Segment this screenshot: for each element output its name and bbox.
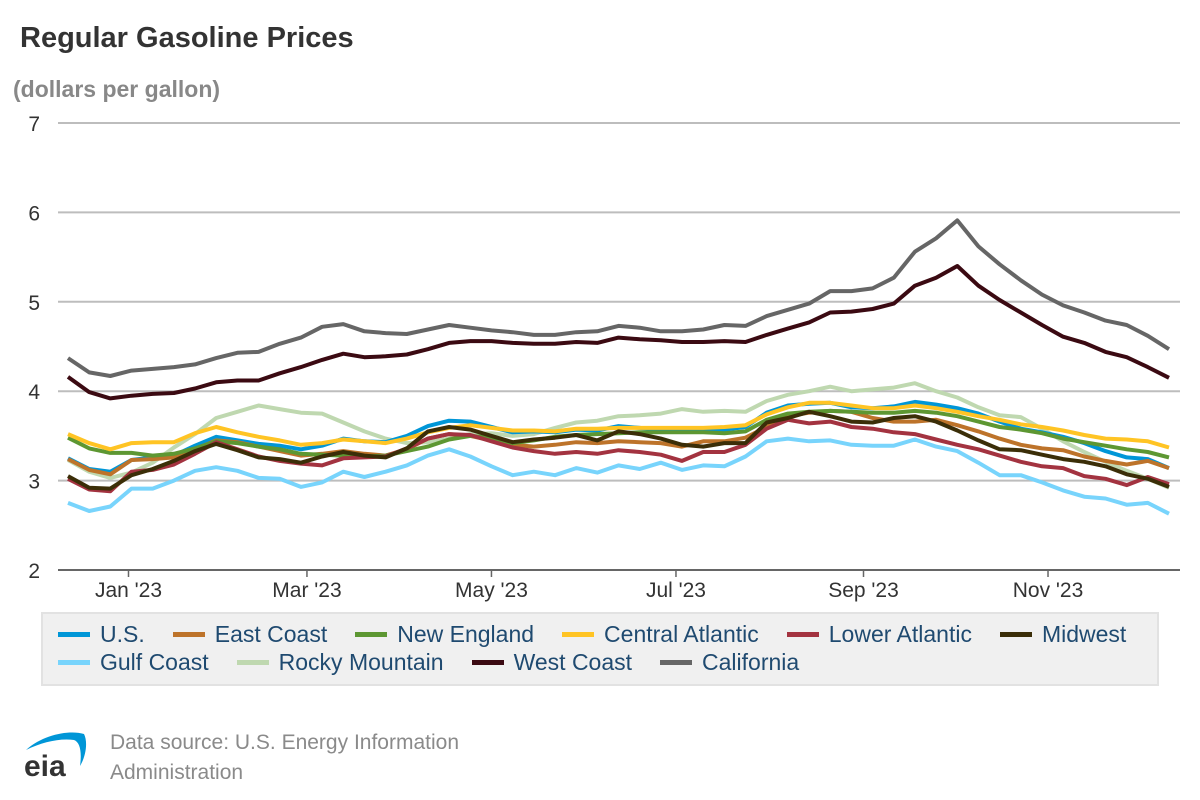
legend-item[interactable]: East Coast: [172, 620, 328, 648]
legend-label: U.S.: [100, 620, 145, 647]
chart-subtitle: (dollars per gallon): [13, 76, 221, 102]
legend-swatch: [660, 659, 693, 665]
legend-label: East Coast: [214, 620, 328, 647]
series-line-gulf-coast: [67, 436, 1170, 516]
legend-swatch: [355, 631, 388, 637]
legend-swatch: [58, 659, 90, 665]
legend: U.S. East Coast New England Central Atlanti…: [41, 612, 1159, 686]
legend-label: Lower Atlantic: [828, 620, 972, 647]
series-line-rocky-mountain: [67, 381, 1170, 490]
legend-item[interactable]: Gulf Coast: [58, 648, 209, 676]
series-line-west-coast: [66, 264, 1170, 401]
legend-item[interactable]: U.S.: [58, 620, 145, 648]
x-tick-label: Nov '23: [1013, 579, 1084, 602]
legend-item[interactable]: Lower Atlantic: [786, 620, 972, 648]
legend-item[interactable]: Rocky Mountain: [236, 648, 444, 676]
line-chart: 2 3 4 5 6 7 Jan '23 Mar '23 May '23 Jul '23 Sep '2…: [28, 113, 1180, 602]
legend-label: Rocky Mountain: [278, 648, 444, 675]
y-tick-label: 6: [28, 202, 40, 225]
eia-logo: eia: [24, 732, 87, 780]
y-tick-label: 2: [28, 560, 40, 583]
legend-label: New England: [397, 620, 535, 647]
legend-swatch: [562, 631, 595, 637]
y-tick-label: 7: [28, 113, 40, 136]
legend-label: Central Atlantic: [604, 620, 759, 647]
legend-swatch: [58, 631, 90, 637]
legend-item[interactable]: West Coast: [471, 648, 633, 676]
series-line-central-atlantic: [67, 400, 1170, 452]
x-tick-label: Jan '23: [95, 579, 162, 602]
legend-label: Midwest: [1041, 620, 1127, 647]
chart-title: Regular Gasoline Prices: [20, 22, 354, 54]
legend-swatch: [172, 631, 205, 637]
legend-label: West Coast: [513, 648, 633, 675]
legend-label: Gulf Coast: [100, 648, 209, 675]
y-tick-label: 4: [28, 381, 40, 404]
legend-label: California: [702, 648, 800, 675]
x-tick-label: Mar '23: [272, 579, 341, 602]
y-tick-label: 3: [28, 471, 40, 494]
legend-item[interactable]: New England: [355, 620, 534, 648]
x-tick-label: Sep '23: [828, 579, 899, 602]
x-tick-label: May '23: [455, 579, 528, 602]
legend-swatch: [471, 659, 504, 665]
legend-item[interactable]: California: [660, 648, 799, 676]
series-line-midwest: [67, 409, 1170, 491]
svg-text:eia: eia: [24, 750, 66, 780]
y-tick-label: 5: [28, 292, 40, 315]
legend-swatch: [999, 631, 1032, 637]
legend-swatch: [786, 631, 819, 637]
legend-item[interactable]: Midwest: [999, 620, 1127, 648]
legend-swatch: [236, 659, 269, 665]
legend-item[interactable]: Central Atlantic: [562, 620, 759, 648]
data-source: Data source: U.S. Energy Information Adm…: [110, 731, 459, 784]
x-tick-label: Jul '23: [646, 579, 706, 602]
series-line-california: [66, 218, 1171, 378]
